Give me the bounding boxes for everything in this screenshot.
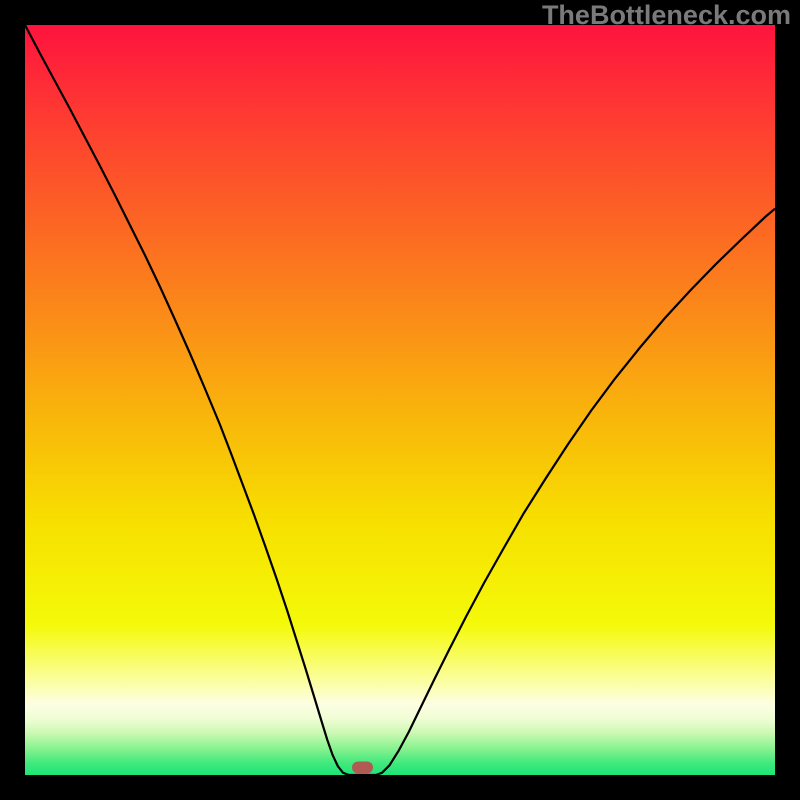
gradient-background [25,25,775,775]
optimum-marker [352,762,373,774]
chart-svg [0,0,800,800]
watermark-text: TheBottleneck.com [542,0,791,31]
